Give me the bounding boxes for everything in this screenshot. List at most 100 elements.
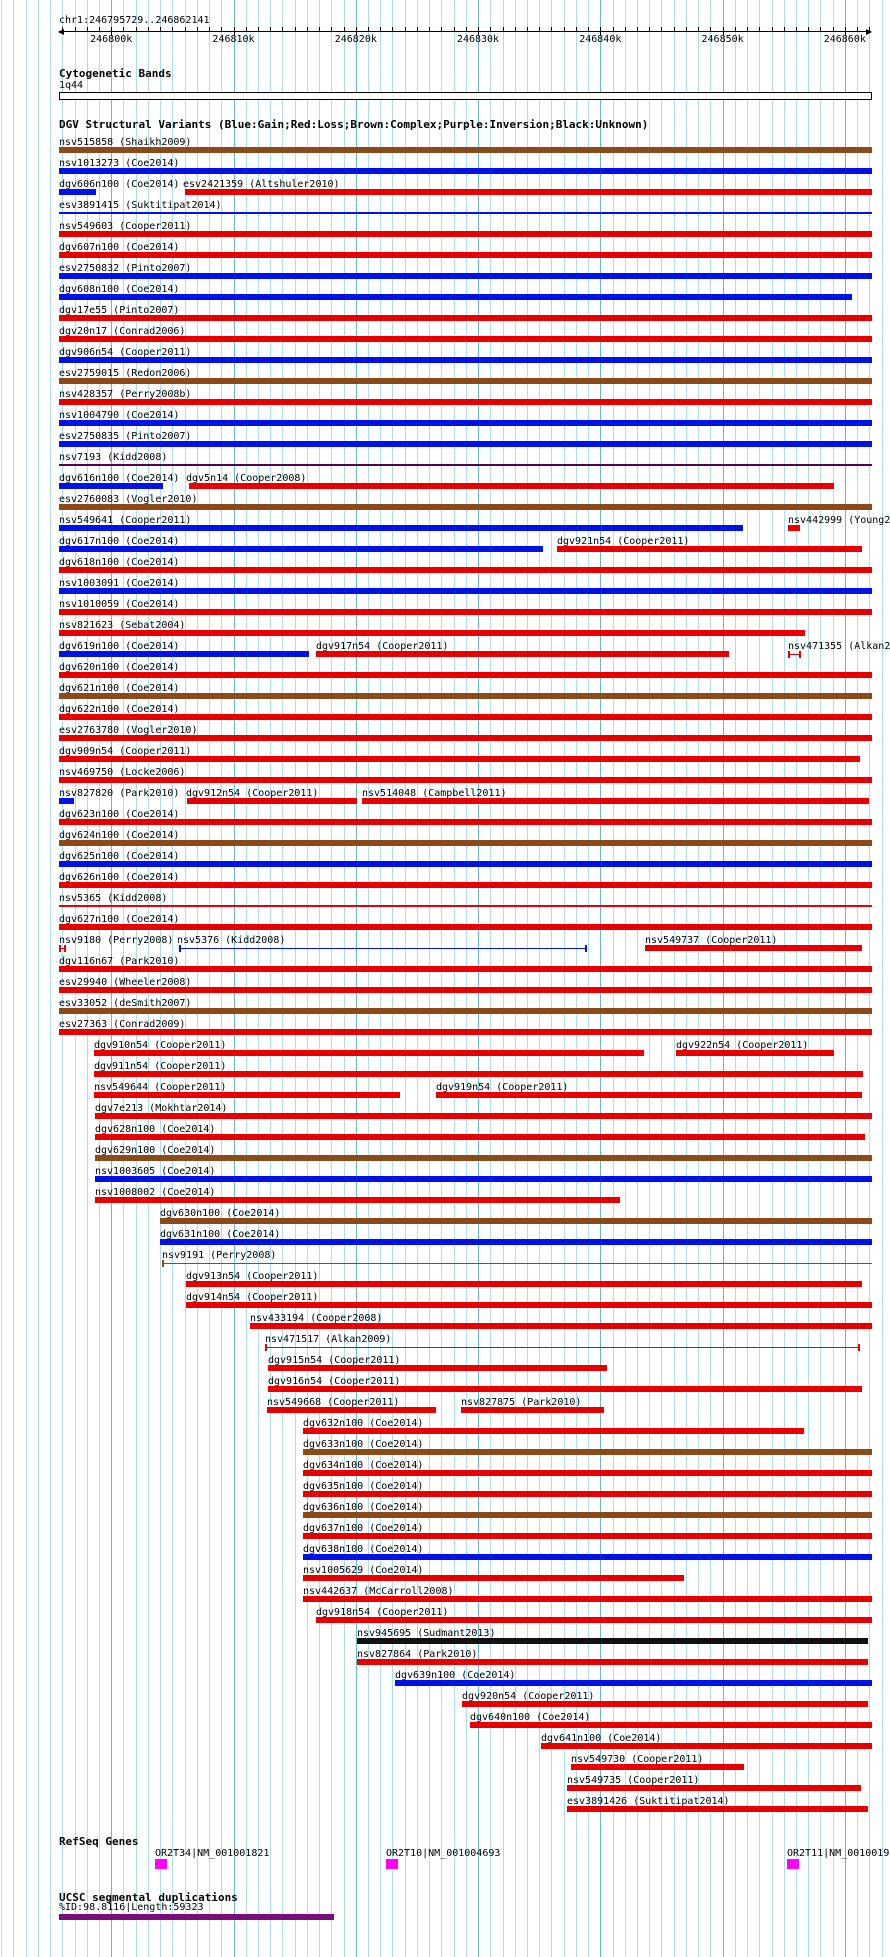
variant-bar[interactable]	[95, 1134, 865, 1140]
variant-bar[interactable]	[303, 1554, 872, 1560]
variant-bar[interactable]	[59, 378, 872, 384]
variant-bar[interactable]	[59, 588, 872, 594]
variant-bar[interactable]	[59, 798, 74, 804]
variant-bar[interactable]	[186, 1302, 872, 1308]
variant-bar[interactable]	[303, 1428, 804, 1434]
variant-bar[interactable]	[59, 924, 872, 930]
variant-bar[interactable]	[470, 1722, 872, 1728]
variant-bar[interactable]	[59, 315, 872, 321]
variant-bar[interactable]	[94, 1071, 863, 1077]
variant-bar[interactable]	[303, 1575, 684, 1581]
variant-bar[interactable]	[541, 1743, 872, 1749]
variant-bar[interactable]	[357, 1659, 868, 1665]
variant-bar[interactable]	[461, 1407, 604, 1413]
variant-bracket-line[interactable]	[788, 654, 801, 655]
variant-bar[interactable]	[59, 420, 872, 426]
variant-bar[interactable]	[59, 546, 543, 552]
variant-line[interactable]	[59, 464, 872, 466]
variant-bracket-line[interactable]	[162, 1263, 872, 1264]
variant-bar[interactable]	[59, 882, 872, 888]
variant-bar[interactable]	[59, 777, 872, 783]
variant-bar[interactable]	[357, 1638, 868, 1644]
gene-exon-box[interactable]	[155, 1859, 167, 1869]
variant-bar[interactable]	[567, 1785, 861, 1791]
variant-bar[interactable]	[95, 1176, 872, 1182]
variant-bar[interactable]	[59, 609, 872, 615]
variant-bar[interactable]	[59, 651, 309, 657]
variant-line[interactable]	[59, 212, 872, 214]
variant-bar[interactable]	[59, 1029, 872, 1035]
variant-bar[interactable]	[185, 189, 872, 195]
variant-bar[interactable]	[95, 1155, 872, 1161]
variant-bar[interactable]	[316, 1617, 872, 1623]
variant-bar[interactable]	[303, 1449, 872, 1455]
variant-bar[interactable]	[268, 1386, 862, 1392]
variant-bar[interactable]	[59, 357, 872, 363]
variant-label: dgv5n14 (Cooper2008)	[186, 473, 307, 484]
variant-bar[interactable]	[186, 1281, 862, 1287]
variant-bracket-line[interactable]	[179, 948, 587, 949]
gene-exon-box[interactable]	[787, 1859, 799, 1869]
variant-bar[interactable]	[59, 966, 872, 972]
variant-bar[interactable]	[59, 693, 872, 699]
variant-line[interactable]	[59, 905, 872, 907]
variant-bar[interactable]	[59, 630, 805, 636]
variant-bar[interactable]	[303, 1470, 872, 1476]
variant-bar[interactable]	[95, 1113, 872, 1119]
variant-bar[interactable]	[59, 252, 872, 258]
variant-bar[interactable]	[571, 1764, 744, 1770]
variant-bar[interactable]	[567, 1806, 868, 1812]
variant-bar[interactable]	[94, 1092, 400, 1098]
variant-bar[interactable]	[95, 1197, 620, 1203]
variant-bar[interactable]	[462, 1701, 868, 1707]
gene-exon-box[interactable]	[386, 1859, 398, 1869]
variant-bar[interactable]	[316, 651, 729, 657]
variant-bar[interactable]	[59, 525, 743, 531]
variant-bar[interactable]	[59, 168, 872, 174]
variant-bar[interactable]	[59, 441, 872, 447]
cytoband-rect[interactable]	[59, 92, 872, 100]
gridline	[184, 0, 186, 1957]
variant-bar[interactable]	[250, 1323, 872, 1329]
variant-bar[interactable]	[788, 525, 800, 531]
variant-bar[interactable]	[303, 1596, 872, 1602]
variant-bar[interactable]	[59, 147, 872, 153]
variant-bar[interactable]	[395, 1680, 872, 1686]
variant-bar[interactable]	[59, 567, 872, 573]
variant-bar[interactable]	[187, 798, 357, 804]
segdup-bar[interactable]	[59, 1914, 334, 1920]
variant-bar[interactable]	[59, 672, 872, 678]
variant-bar[interactable]	[557, 546, 862, 552]
variant-bar[interactable]	[303, 1491, 872, 1497]
variant-bar[interactable]	[160, 1239, 872, 1245]
variant-bar[interactable]	[94, 1050, 644, 1056]
variant-bracket-line[interactable]	[265, 1347, 860, 1348]
variant-bar[interactable]	[189, 483, 834, 489]
variant-bar[interactable]	[676, 1050, 834, 1056]
variant-bar[interactable]	[59, 735, 872, 741]
variant-bar[interactable]	[59, 399, 872, 405]
variant-bar[interactable]	[160, 1218, 872, 1224]
variant-bar[interactable]	[268, 1365, 607, 1371]
variant-bar[interactable]	[59, 483, 163, 489]
variant-bar[interactable]	[59, 714, 872, 720]
variant-bar[interactable]	[59, 1008, 872, 1014]
variant-bar[interactable]	[59, 189, 96, 195]
variant-bar[interactable]	[436, 1092, 862, 1098]
variant-bar[interactable]	[59, 294, 852, 300]
variant-bar[interactable]	[303, 1512, 872, 1518]
variant-bar[interactable]	[59, 819, 872, 825]
variant-bar[interactable]	[59, 840, 872, 846]
variant-bar[interactable]	[59, 336, 872, 342]
variant-bar[interactable]	[59, 504, 872, 510]
variant-bar[interactable]	[59, 273, 872, 279]
variant-bar[interactable]	[267, 1407, 436, 1413]
variant-bar[interactable]	[59, 987, 872, 993]
variant-bar[interactable]	[59, 231, 872, 237]
variant-bar[interactable]	[645, 945, 862, 951]
variant-bar[interactable]	[362, 798, 869, 804]
variant-bar[interactable]	[59, 756, 860, 762]
variant-bar[interactable]	[303, 1533, 872, 1539]
variant-bar[interactable]	[59, 861, 872, 867]
variant-bracket-line[interactable]	[59, 948, 66, 949]
